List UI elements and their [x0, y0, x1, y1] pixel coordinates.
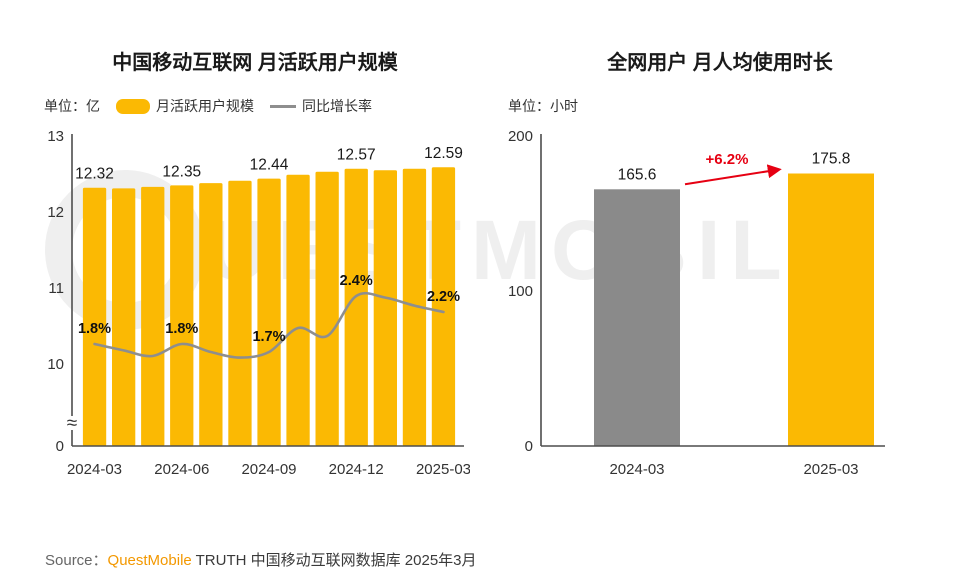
mau-bar [286, 174, 310, 447]
x-tick-label: 2024-06 [154, 461, 209, 478]
y-tick-label: 12 [47, 204, 64, 221]
legend-item-line: 同比增长率 [270, 96, 372, 116]
bar-value-label: 12.59 [424, 145, 463, 162]
mau-bar [112, 188, 136, 446]
bar-legend-swatch [116, 98, 150, 114]
line-legend-swatch [270, 104, 296, 108]
growth-value-label: 2.2% [427, 289, 460, 305]
y-tick-label: 0 [56, 438, 64, 455]
mau-bar [82, 187, 107, 446]
axis-break-icon: ≈ [67, 413, 77, 434]
usage-bar [594, 189, 680, 447]
source-prefix: Source： [45, 552, 108, 569]
mau-bar [373, 170, 397, 446]
mau-bar [141, 186, 165, 446]
y-tick-label: 100 [508, 283, 533, 300]
bar-value-label: 12.35 [162, 163, 201, 180]
usage-chart-title: 全网用户 月人均使用时长 [607, 52, 833, 74]
y-tick-label: 0 [525, 438, 533, 455]
x-tick-label: 2024-09 [241, 461, 296, 478]
usage-duration-bar-chart: 0 100 200 165.6 175.8 +6.2% 2024-03 2025-03 [508, 128, 885, 478]
x-tick-label: 2025-03 [416, 461, 470, 478]
y-tick-label: 200 [508, 128, 533, 145]
x-tick-label: 2024-12 [329, 461, 384, 478]
mau-bar [431, 167, 456, 446]
growth-value-label: 1.8% [78, 321, 111, 337]
source-brand: QuestMobile [107, 552, 192, 569]
bar-value-label: 12.44 [250, 157, 289, 174]
mau-bar [257, 178, 281, 446]
mau-chart-legend: 单位：亿 月活跃用户规模 同比增长率 [44, 96, 372, 116]
usage-bar [788, 173, 874, 446]
legend-item-bar: 月活跃用户规模 [116, 96, 254, 116]
growth-value-label: 1.7% [252, 329, 285, 345]
bar-value-label: 175.8 [812, 151, 851, 168]
y-tick-label: 11 [48, 280, 64, 297]
growth-percent-label: +6.2% [706, 151, 749, 168]
source-line: Source：QuestMobile TRUTH 中国移动互联网数据库 2025… [45, 549, 477, 570]
mau-bar [402, 168, 427, 446]
bar-legend-label: 月活跃用户规模 [156, 98, 254, 114]
line-legend-label: 同比增长率 [302, 98, 372, 114]
x-tick-label: 2024-03 [67, 461, 122, 478]
mau-bar [344, 168, 368, 446]
bar-value-label: 12.57 [337, 147, 376, 164]
mau-bar-line-chart: 0 10 11 12 13 ≈12.32 12.35 12.44 12.57 12.59 1.8% 1… [47, 128, 470, 478]
mau-bar [315, 171, 339, 446]
y-tick-label: 10 [47, 356, 64, 373]
mau-bar [228, 180, 252, 447]
x-tick-label: 2025-03 [803, 461, 858, 478]
x-tick-label: 2024-03 [609, 461, 664, 478]
mau-unit-label: 单位：亿 [44, 98, 100, 114]
source-rest: TRUTH 中国移动互联网数据库 2025年3月 [191, 552, 477, 569]
mau-bar [199, 183, 223, 446]
mau-bar [170, 185, 194, 446]
mau-chart-title: 中国移动互联网 月活跃用户规模 [112, 52, 398, 74]
growth-value-label: 2.4% [340, 273, 373, 289]
growth-arrow [684, 164, 782, 186]
bar-value-label: 12.32 [75, 166, 114, 183]
growth-value-label: 1.8% [165, 321, 198, 337]
bar-value-label: 165.6 [618, 166, 657, 183]
axis-break-mask [66, 416, 78, 430]
yoy-growth-line [93, 291, 445, 359]
y-tick-label: 13 [47, 128, 64, 145]
usage-unit-label: 单位：小时 [508, 98, 578, 114]
